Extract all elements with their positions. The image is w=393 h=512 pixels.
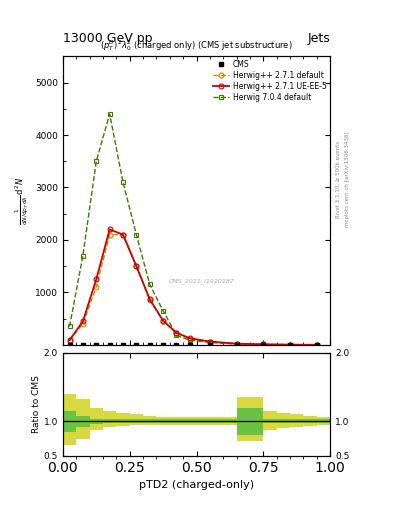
Line: Herwig++ 2.7.1 default: Herwig++ 2.7.1 default	[67, 232, 319, 347]
CMS	[187, 342, 192, 348]
Herwig++ 2.7.1 default	[121, 231, 125, 238]
Text: $(p_T^D)^2\lambda_0^2$ (charged only) (CMS jet substructure): $(p_T^D)^2\lambda_0^2$ (charged only) (C…	[100, 38, 293, 53]
Herwig++ 2.7.1 UE-EE-5	[81, 318, 85, 324]
Herwig++ 2.7.1 UE-EE-5	[147, 296, 152, 302]
CMS	[67, 342, 72, 348]
Herwig++ 2.7.1 UE-EE-5	[107, 226, 112, 232]
Herwig 7.0.4 default	[147, 282, 152, 288]
Herwig++ 2.7.1 default	[81, 321, 85, 327]
Herwig++ 2.7.1 default	[67, 337, 72, 344]
CMS	[121, 342, 125, 348]
CMS	[107, 342, 112, 348]
Herwig++ 2.7.1 default	[161, 318, 165, 324]
CMS	[261, 342, 266, 348]
Herwig++ 2.7.1 UE-EE-5	[187, 335, 192, 342]
Herwig 7.0.4 default	[67, 324, 72, 330]
Herwig++ 2.7.1 UE-EE-5	[121, 231, 125, 238]
Herwig 7.0.4 default	[134, 231, 139, 238]
Herwig 7.0.4 default	[94, 158, 99, 164]
CMS	[134, 342, 139, 348]
Herwig 7.0.4 default	[261, 342, 266, 348]
Herwig 7.0.4 default	[187, 337, 192, 343]
Herwig++ 2.7.1 UE-EE-5	[208, 338, 212, 345]
CMS	[208, 342, 212, 348]
Line: Herwig 7.0.4 default: Herwig 7.0.4 default	[67, 112, 319, 347]
Herwig++ 2.7.1 default	[134, 263, 139, 269]
CMS	[94, 342, 99, 348]
Herwig 7.0.4 default	[81, 252, 85, 259]
Herwig 7.0.4 default	[107, 111, 112, 117]
CMS	[81, 342, 85, 348]
Legend: CMS, Herwig++ 2.7.1 default, Herwig++ 2.7.1 UE-EE-5, Herwig 7.0.4 default: CMS, Herwig++ 2.7.1 default, Herwig++ 2.…	[211, 58, 328, 103]
Herwig++ 2.7.1 UE-EE-5	[174, 330, 179, 336]
Herwig 7.0.4 default	[208, 339, 212, 346]
Herwig++ 2.7.1 default	[208, 338, 212, 345]
Herwig++ 2.7.1 default	[187, 335, 192, 342]
Herwig++ 2.7.1 default	[107, 231, 112, 238]
CMS	[161, 342, 165, 348]
Y-axis label: Ratio to CMS: Ratio to CMS	[32, 375, 41, 433]
Herwig++ 2.7.1 UE-EE-5	[234, 340, 239, 347]
Herwig 7.0.4 default	[174, 332, 179, 338]
Text: mcplots.cern.ch [arXiv:1306.3436]: mcplots.cern.ch [arXiv:1306.3436]	[345, 132, 350, 227]
CMS	[234, 342, 239, 348]
Text: 13000 GeV pp: 13000 GeV pp	[63, 32, 152, 45]
Herwig++ 2.7.1 default	[147, 297, 152, 303]
Herwig++ 2.7.1 UE-EE-5	[67, 337, 72, 343]
Line: Herwig++ 2.7.1 UE-EE-5: Herwig++ 2.7.1 UE-EE-5	[67, 227, 319, 347]
Herwig++ 2.7.1 default	[261, 342, 266, 348]
Herwig++ 2.7.1 default	[174, 330, 179, 336]
Herwig++ 2.7.1 default	[234, 340, 239, 347]
Herwig 7.0.4 default	[288, 342, 292, 348]
Text: Jets: Jets	[307, 32, 330, 45]
Herwig++ 2.7.1 default	[288, 342, 292, 348]
Herwig++ 2.7.1 UE-EE-5	[261, 342, 266, 348]
X-axis label: pTD2 (charged-only): pTD2 (charged-only)	[139, 480, 254, 490]
Herwig 7.0.4 default	[314, 342, 319, 348]
Herwig++ 2.7.1 UE-EE-5	[94, 276, 99, 282]
Herwig++ 2.7.1 UE-EE-5	[288, 342, 292, 348]
CMS	[147, 342, 152, 348]
CMS	[288, 342, 292, 348]
Y-axis label: $\frac{1}{\mathrm{d}N/\mathrm{d}p_T\,\mathrm{d}\lambda}\,\mathrm{d}^2N$: $\frac{1}{\mathrm{d}N/\mathrm{d}p_T\,\ma…	[14, 177, 31, 225]
Herwig++ 2.7.1 UE-EE-5	[161, 317, 165, 324]
Herwig++ 2.7.1 default	[94, 284, 99, 290]
Herwig++ 2.7.1 UE-EE-5	[314, 342, 319, 348]
Text: CMS_2021_I1920187: CMS_2021_I1920187	[169, 279, 235, 284]
Herwig 7.0.4 default	[234, 341, 239, 347]
Line: CMS: CMS	[67, 343, 319, 347]
Herwig 7.0.4 default	[121, 179, 125, 185]
CMS	[314, 342, 319, 348]
CMS	[174, 342, 179, 348]
Herwig++ 2.7.1 default	[314, 342, 319, 348]
Text: Rivet 3.1.10, ≥ 500k events: Rivet 3.1.10, ≥ 500k events	[336, 141, 341, 218]
Herwig 7.0.4 default	[161, 308, 165, 314]
Herwig++ 2.7.1 UE-EE-5	[134, 263, 139, 269]
